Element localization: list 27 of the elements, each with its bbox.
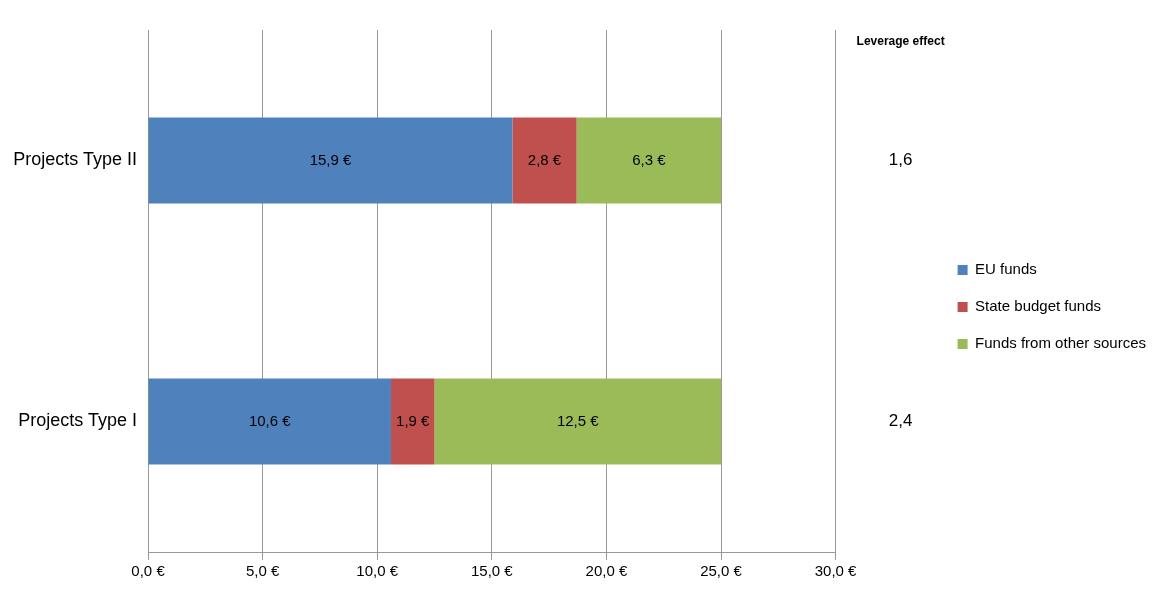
legend-label: EU funds — [975, 260, 1037, 278]
text: Leverage effect — [856, 34, 945, 49]
x-tick-label: 20,0 € — [585, 562, 628, 580]
text: 1,6 — [888, 150, 913, 170]
data-label: 2,8 € — [527, 150, 562, 168]
bar — [576, 117, 722, 204]
legend-label: State budget funds — [975, 297, 1102, 315]
legend-label: Funds from other sources — [975, 334, 1146, 352]
data-label: 15,9 € — [309, 150, 352, 168]
bar — [434, 378, 722, 465]
x-tick-label: 10,0 € — [356, 562, 399, 580]
y-tick-label: Projects Type I — [18, 410, 138, 431]
data-label: 10,6 € — [248, 411, 292, 429]
x-tick-label: 25,0 € — [700, 562, 743, 580]
x-tick-label: 0,0 € — [131, 562, 166, 580]
data-label: 6,3 € — [632, 150, 667, 168]
x-tick-label: 15,0 € — [470, 562, 514, 580]
text: 2,4 — [888, 411, 913, 431]
bar — [148, 378, 391, 465]
data-label: 1,9 € — [396, 411, 431, 429]
bar — [148, 117, 513, 204]
bar — [390, 378, 435, 465]
y-tick-label: Projects Type II — [13, 149, 138, 170]
x-tick-label: 5,0 € — [245, 562, 280, 580]
x-tick-label: 30,0 € — [814, 562, 858, 580]
data-label: 12,5 € — [556, 411, 600, 429]
bar — [512, 117, 577, 204]
